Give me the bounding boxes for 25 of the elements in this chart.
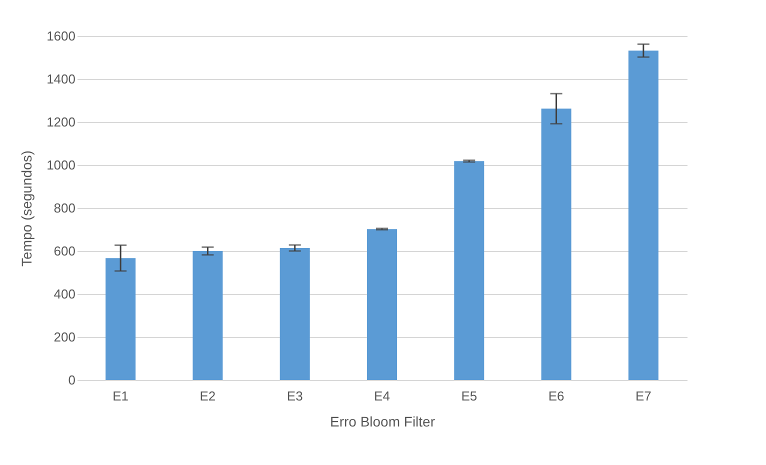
bar: [280, 248, 310, 380]
x-tick-label: E2: [200, 388, 216, 404]
y-tick-label: 1400: [46, 72, 76, 86]
x-tick-label: E3: [286, 388, 303, 404]
y-tick-label: 200: [54, 330, 76, 344]
x-tick-label: E4: [374, 388, 390, 404]
bar: [367, 229, 397, 380]
y-tick-label: 1600: [46, 28, 76, 44]
x-tick-label: E7: [635, 388, 652, 404]
x-tick-label: E6: [548, 388, 564, 404]
y-tick-label: 0: [68, 372, 76, 388]
x-axis-title: Erro Bloom Filter: [330, 414, 436, 430]
bar: [628, 50, 658, 380]
bar: [192, 251, 223, 380]
y-tick-label: 1200: [46, 114, 76, 130]
y-axis-title: Tempo (segundos): [18, 150, 35, 266]
y-tick-label: 800: [54, 200, 76, 216]
bar: [106, 258, 136, 380]
y-tick-label: 600: [54, 244, 76, 258]
y-tick-label: 1000: [46, 158, 76, 172]
x-tick-label: E5: [461, 388, 478, 404]
x-tick-label: E1: [112, 388, 129, 404]
bar: [454, 161, 484, 380]
y-tick-label: 400: [54, 286, 76, 302]
bar: [541, 108, 572, 380]
